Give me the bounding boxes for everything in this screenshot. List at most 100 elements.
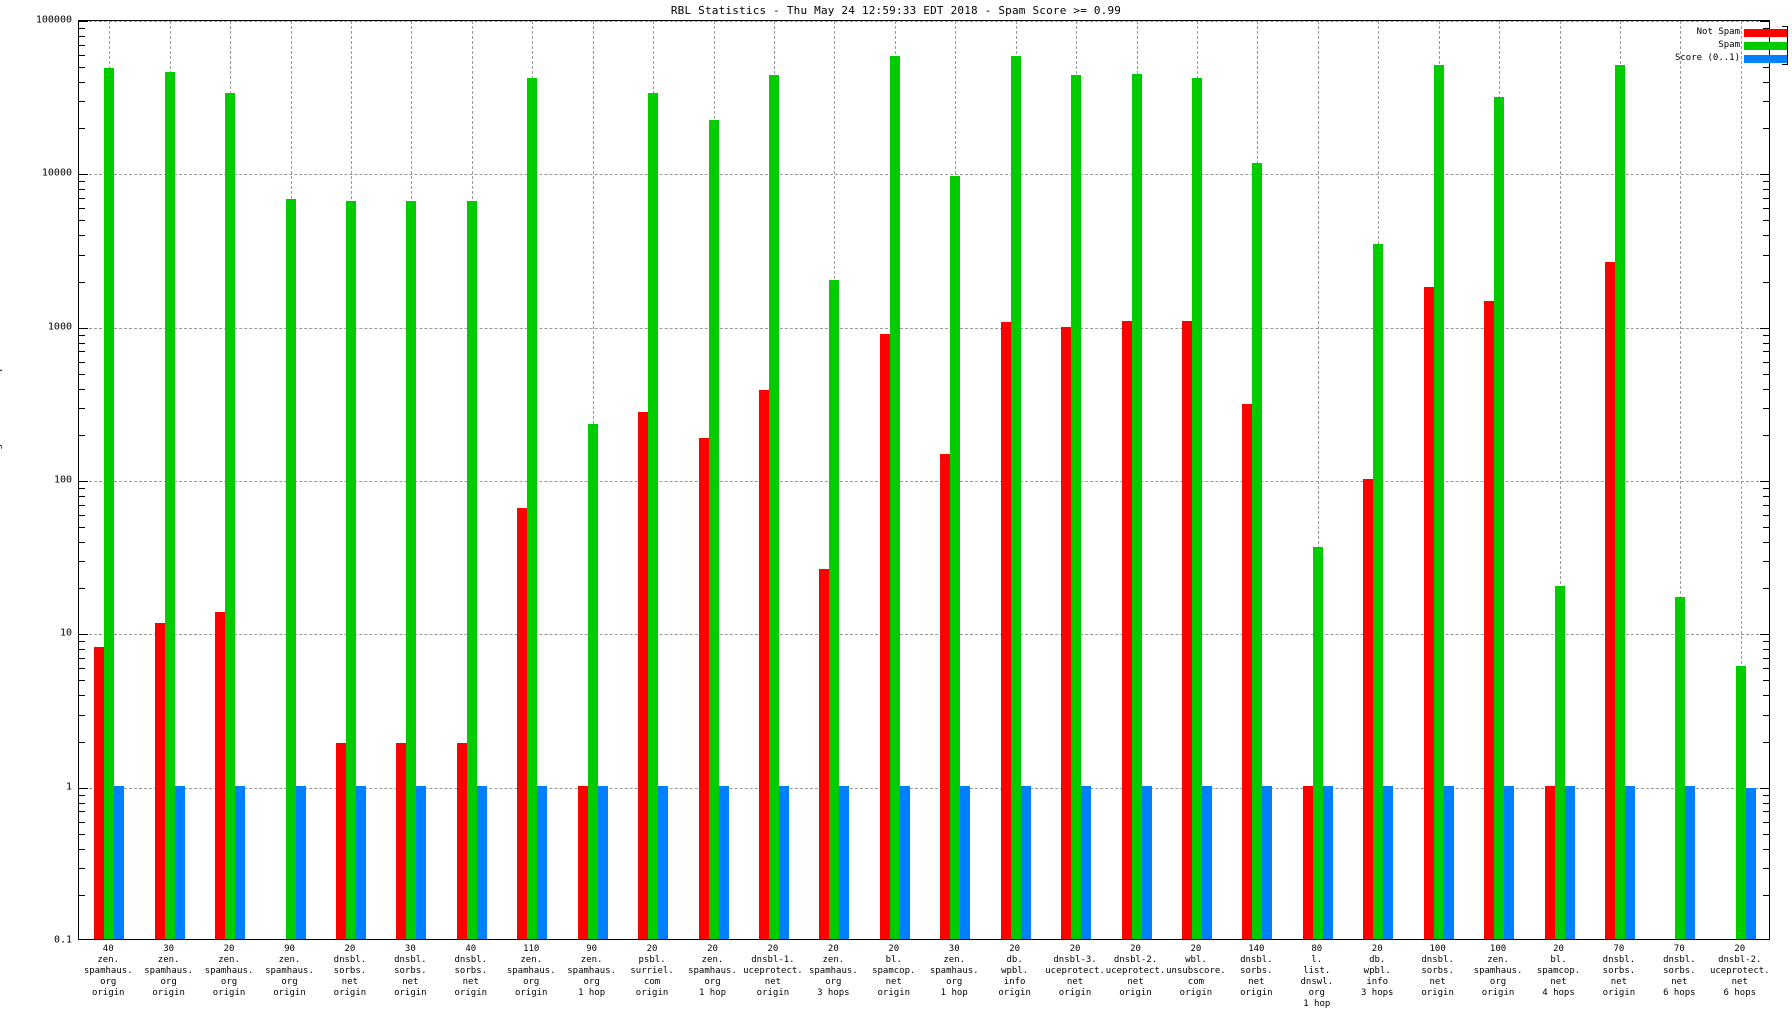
- x-axis-group-line: zen.: [97, 955, 120, 965]
- x-axis-group-line: zen.: [218, 955, 240, 965]
- y-axis-minor-tick: [79, 220, 85, 222]
- y-axis-minor-tick: [1763, 128, 1769, 130]
- x-axis-group-label: 80 l. list. dnswl. org 1 hop: [1287, 944, 1347, 1010]
- y-axis-minor-tick: [1763, 794, 1769, 796]
- x-axis-group-line: 1 hop: [1303, 999, 1331, 1009]
- y-axis-tick: [1760, 481, 1769, 482]
- x-axis-group-label: 70 dnsbl. sorbs. net 6 hops: [1649, 944, 1709, 999]
- y-axis-minor-tick: [1763, 668, 1769, 670]
- x-axis-group-label: 20 zen. spamhaus. org origin: [199, 944, 259, 999]
- y-axis-minor-tick: [1763, 334, 1769, 336]
- y-axis-minor-tick: [1763, 407, 1769, 409]
- bar-spam: [1071, 75, 1082, 939]
- plot-area: [78, 20, 1770, 940]
- x-axis-group-line: net: [341, 977, 359, 987]
- x-axis-group-line: net: [1429, 977, 1446, 987]
- x-axis-group-count: 90: [284, 944, 295, 954]
- x-axis-group-line: origin: [514, 988, 548, 998]
- y-axis-minor-tick: [1763, 695, 1769, 697]
- x-axis-group-count: 20: [1190, 944, 1202, 954]
- x-axis-group-line: origin: [273, 988, 306, 998]
- chart-legend: Not Spam Spam Score (0..1): [1675, 26, 1788, 65]
- y-axis-tick-label: 0.1: [53, 934, 72, 946]
- bar-not-spam: [940, 454, 951, 939]
- bar-not-spam: [154, 623, 165, 939]
- y-axis-minor-tick: [79, 281, 85, 283]
- gridline-vertical: [1317, 21, 1319, 939]
- bar-spam: [1191, 78, 1202, 939]
- x-axis-group-label: 30 zen. spamhaus. org 1 hop: [924, 944, 984, 999]
- bar-not-spam: [1604, 262, 1615, 939]
- y-axis-minor-tick: [79, 641, 85, 643]
- x-axis-group-count: 70: [1673, 944, 1685, 954]
- y-axis-minor-tick: [79, 649, 85, 651]
- bar-not-spam: [517, 507, 528, 939]
- x-axis-group-line: sorbs.: [1602, 966, 1636, 976]
- y-axis-tick: [79, 327, 88, 329]
- bar-score: [1745, 787, 1756, 939]
- x-axis-group-line: 6 hops: [1663, 988, 1696, 998]
- legend-item-score: Score (0..1): [1675, 52, 1788, 65]
- bar-spam: [104, 67, 115, 939]
- y-axis-minor-tick: [1763, 198, 1769, 200]
- x-axis-group-count: 40: [102, 944, 114, 954]
- x-axis-group-line: spamhaus.: [929, 966, 979, 976]
- y-axis-minor-tick: [79, 35, 85, 37]
- x-axis-group-line: spamcop.: [872, 966, 916, 976]
- y-axis-minor-tick: [79, 101, 85, 103]
- x-axis-group-line: zen.: [1487, 955, 1509, 965]
- x-axis-group-line: sorbs.: [1663, 966, 1696, 976]
- bar-spam: [1131, 73, 1142, 939]
- plot-inner: [79, 21, 1769, 939]
- bar-score: [235, 785, 246, 939]
- y-axis-minor-tick: [1763, 833, 1769, 835]
- y-axis-minor-tick: [1763, 867, 1769, 869]
- y-axis-minor-tick: [1763, 220, 1769, 222]
- bar-spam: [285, 199, 296, 939]
- y-axis-tick: [1760, 174, 1769, 176]
- y-axis-minor-tick: [79, 351, 85, 353]
- y-axis-minor-tick: [79, 894, 85, 896]
- legend-bracket: [1782, 26, 1788, 65]
- x-axis-group-line: com: [643, 977, 661, 987]
- x-axis-group-label: 20 db. wpbl. info 3 hops: [1347, 944, 1407, 999]
- x-axis-group-count: 30: [948, 944, 960, 954]
- bar-not-spam: [1544, 785, 1555, 939]
- gridline-horizontal: [79, 481, 1769, 482]
- x-axis-group-line: org: [583, 977, 600, 987]
- bar-spam: [889, 56, 900, 939]
- x-axis-group-line: net: [462, 977, 479, 987]
- bar-not-spam: [1181, 320, 1192, 939]
- bar-spam: [829, 279, 840, 939]
- x-axis-group-line: spamhaus.: [567, 966, 617, 976]
- x-axis-group-line: org: [281, 977, 298, 987]
- y-axis-minor-tick: [79, 802, 85, 804]
- x-axis-group-line: zen.: [822, 955, 845, 965]
- y-axis-minor-tick: [79, 254, 85, 256]
- y-axis-minor-tick: [79, 334, 85, 336]
- y-axis-minor-tick: [79, 794, 85, 796]
- x-axis-group-label: 40 zen. spamhaus. org origin: [78, 944, 138, 999]
- x-axis-group-count: 20: [1009, 944, 1021, 954]
- y-axis-minor-tick: [79, 588, 85, 590]
- gridline-horizontal: [79, 21, 1769, 22]
- bar-not-spam: [1484, 300, 1495, 939]
- bar-spam: [1735, 666, 1746, 939]
- x-axis-group-count: 70: [1613, 944, 1625, 954]
- bar-score: [1624, 785, 1635, 939]
- x-axis-group-line: org: [825, 977, 842, 987]
- x-axis-group-line: origin: [1179, 988, 1213, 998]
- x-axis-group-line: org: [1489, 977, 1507, 987]
- y-axis-tick: [79, 481, 88, 482]
- bar-not-spam: [1061, 327, 1072, 939]
- x-axis-group-line: spamhaus.: [204, 966, 254, 976]
- x-axis-group-label: 20 psbl. surriel. com origin: [622, 944, 682, 999]
- x-axis-group-label: 20 dnsbl-3. uceprotect. net origin: [1045, 944, 1105, 999]
- x-axis-group-count: 20: [827, 944, 839, 954]
- x-axis-group-line: sorbs.: [1421, 966, 1454, 976]
- y-axis-minor-tick: [1763, 821, 1769, 823]
- x-axis-group-line: dnsbl-1.: [751, 955, 795, 965]
- y-axis-minor-tick: [79, 495, 85, 497]
- bar-not-spam: [1121, 320, 1132, 939]
- y-axis-tick: [79, 174, 88, 176]
